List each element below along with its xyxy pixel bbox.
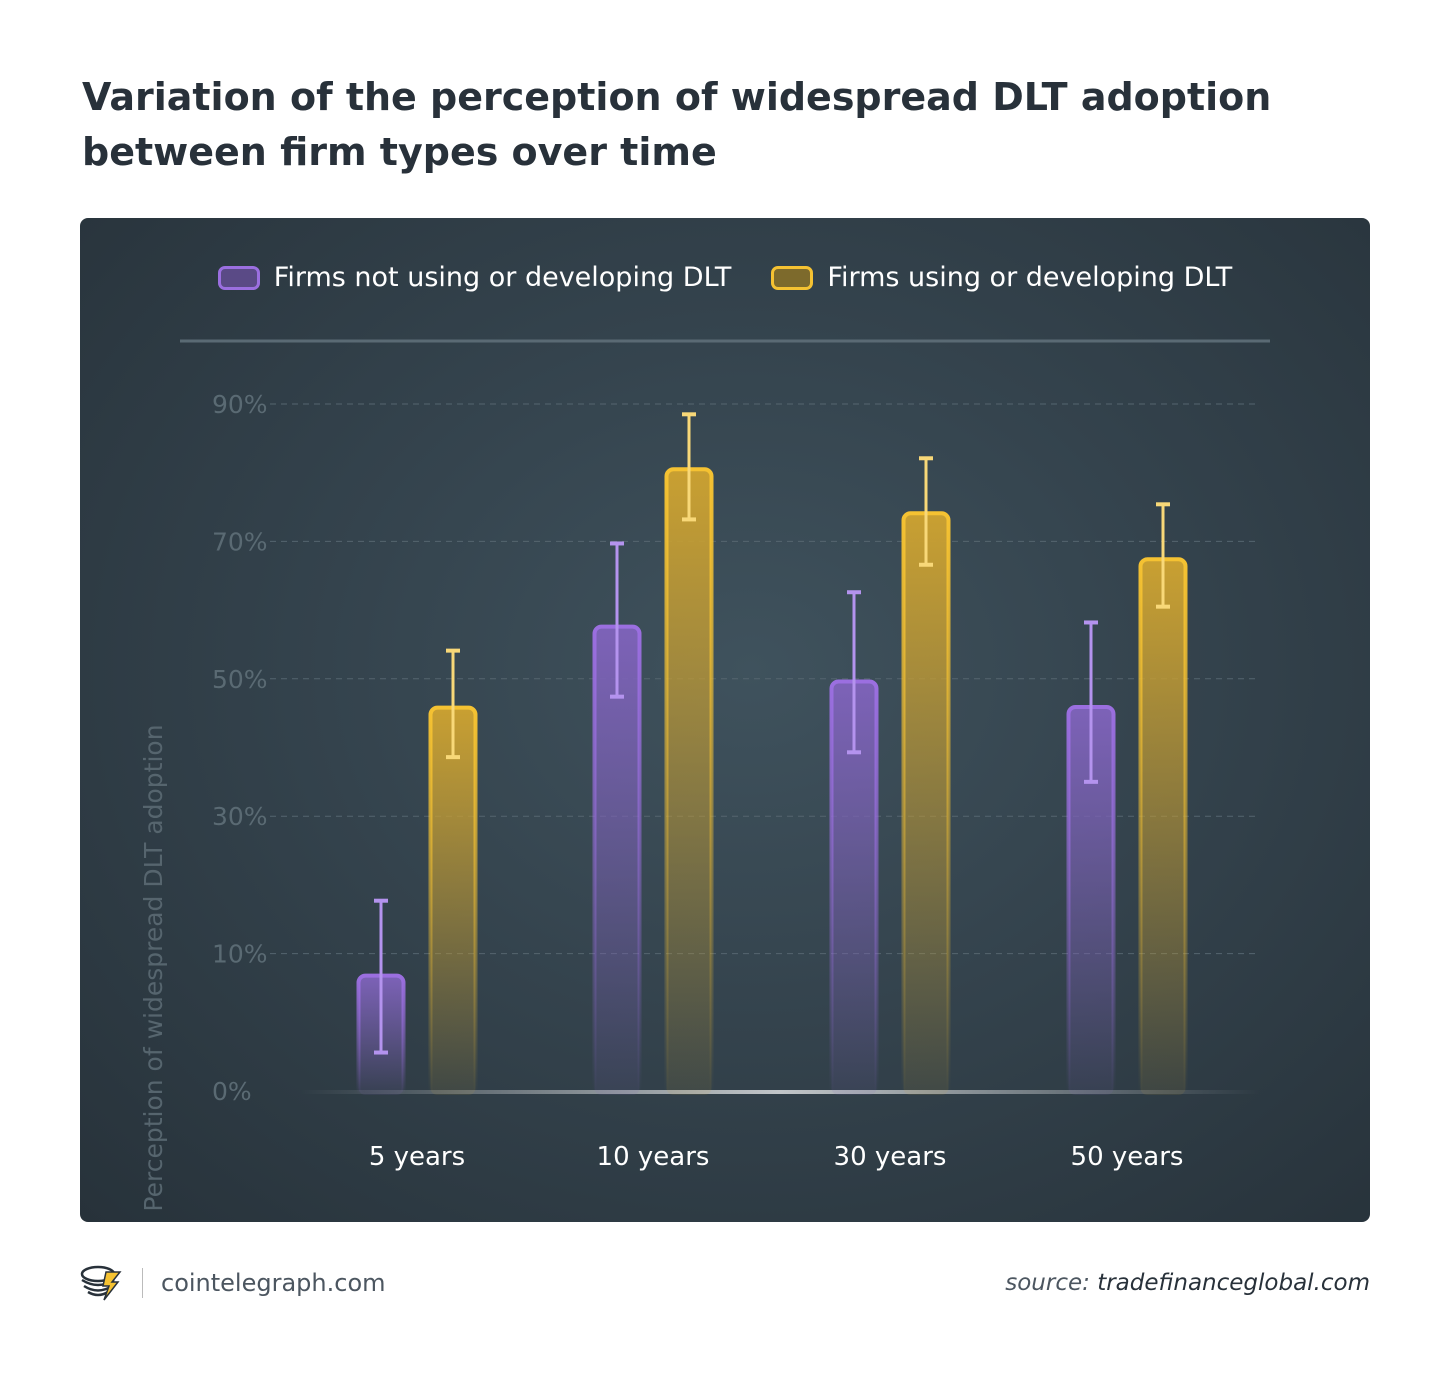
y-tick-label: 0% — [212, 1077, 252, 1106]
source: source: tradefinanceglobal.com — [1005, 1270, 1370, 1296]
footer-brand: cointelegraph.com — [80, 1264, 386, 1302]
x-tick-label: 30 years — [834, 1142, 947, 1172]
y-tick-label: 50% — [212, 665, 268, 694]
y-tick-label: 70% — [212, 527, 268, 556]
x-tick-label: 5 years — [369, 1142, 465, 1172]
bar — [901, 511, 951, 1098]
legend: Firms not using or developing DLT Firms … — [80, 262, 1370, 293]
x-axis-baseline — [300, 1090, 1260, 1094]
y-tick-label: 90% — [212, 390, 268, 419]
divider — [142, 1268, 143, 1298]
legend-item-using[interactable]: Firms using or developing DLT — [771, 262, 1232, 293]
y-axis-label: Perception of widespread DLT adoption — [139, 724, 168, 1211]
y-tick-label: 10% — [212, 940, 268, 969]
source-label: source: — [1005, 1270, 1090, 1296]
legend-label: Firms using or developing DLT — [827, 262, 1233, 293]
bar — [428, 705, 478, 1097]
chart-title: Variation of the perception of widesprea… — [82, 75, 1272, 174]
legend-swatch-purple — [217, 265, 260, 290]
plot-area: Perception of widespread DLT adoption 0%… — [139, 339, 1270, 1212]
x-tick-label: 50 years — [1071, 1142, 1184, 1172]
site-link[interactable]: cointelegraph.com — [161, 1269, 386, 1297]
legend-item-not-using[interactable]: Firms not using or developing DLT — [217, 262, 732, 293]
y-tick-label: 30% — [212, 802, 268, 831]
bar — [1138, 557, 1188, 1097]
legend-swatch-yellow — [771, 265, 814, 290]
bar — [664, 467, 714, 1097]
chart-card: Firms not using or developing DLT Firms … — [80, 218, 1370, 1222]
cointelegraph-logo-icon — [80, 1265, 122, 1301]
x-tick-label: 10 years — [597, 1142, 710, 1172]
source-link[interactable]: tradefinanceglobal.com — [1097, 1270, 1370, 1296]
legend-label: Firms not using or developing DLT — [273, 262, 732, 293]
